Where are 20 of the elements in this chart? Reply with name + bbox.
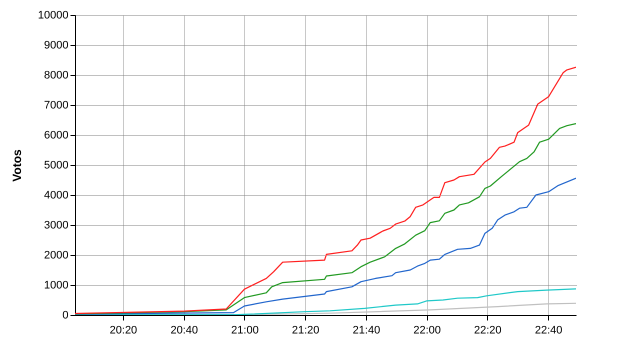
x-tick-label: 20:20 bbox=[110, 324, 138, 336]
x-tick-label: 21:20 bbox=[292, 324, 320, 336]
y-tick-label: 5000 bbox=[44, 160, 68, 172]
y-tick-label: 4000 bbox=[44, 190, 68, 202]
y-tick-label: 6000 bbox=[44, 130, 68, 142]
x-tick-label: 22:20 bbox=[474, 324, 502, 336]
y-tick-label: 8000 bbox=[44, 70, 68, 82]
y-tick-label: 7000 bbox=[44, 100, 68, 112]
x-tick-label: 22:40 bbox=[534, 324, 562, 336]
y-tick-label: 1000 bbox=[44, 280, 68, 292]
x-tick-label: 21:00 bbox=[231, 324, 259, 336]
x-tick-label: 21:40 bbox=[352, 324, 380, 336]
y-tick-label: 0 bbox=[62, 310, 68, 322]
y-tick-label: 3000 bbox=[44, 220, 68, 232]
y-tick-label: 2000 bbox=[44, 250, 68, 262]
y-axis-title: Votos bbox=[10, 148, 24, 182]
x-tick-label: 22:00 bbox=[413, 324, 441, 336]
x-tick-label: 20:40 bbox=[170, 324, 198, 336]
y-tick-label: 10000 bbox=[38, 10, 68, 22]
y-tick-label: 9000 bbox=[44, 40, 68, 52]
